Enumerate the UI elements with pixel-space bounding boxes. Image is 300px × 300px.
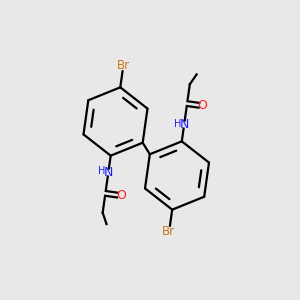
Text: O: O — [198, 99, 208, 112]
Text: H: H — [98, 166, 106, 176]
Text: N: N — [179, 118, 189, 131]
Text: H: H — [174, 119, 181, 129]
Text: O: O — [116, 189, 126, 202]
Text: N: N — [104, 166, 113, 178]
Text: Br: Br — [117, 59, 130, 72]
Text: Br: Br — [162, 225, 176, 238]
